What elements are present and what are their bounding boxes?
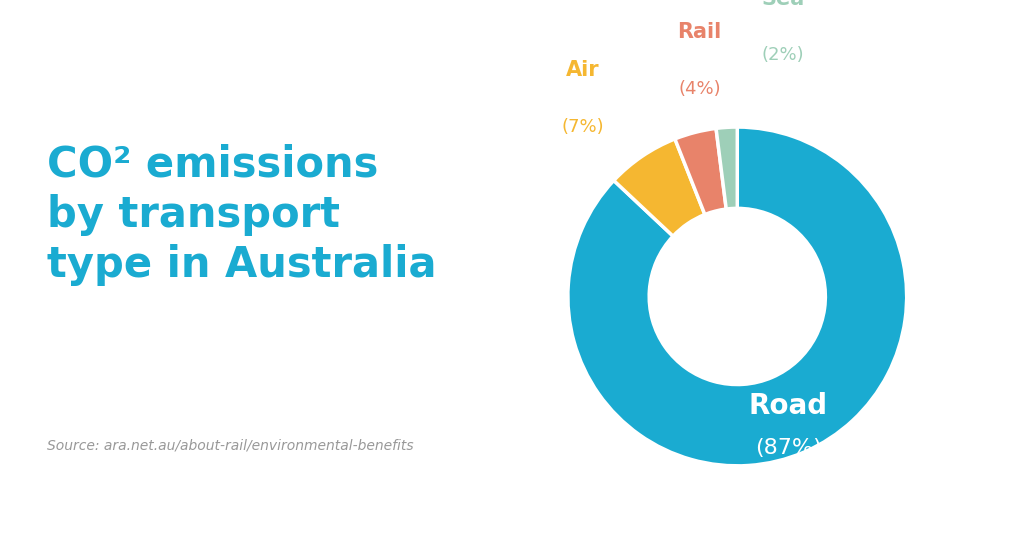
Wedge shape [613,139,705,236]
Text: (2%): (2%) [762,46,804,64]
Wedge shape [675,128,726,215]
Text: CO² emissions
by transport
type in Australia: CO² emissions by transport type in Austr… [47,143,436,286]
Text: (87%): (87%) [755,439,822,459]
Text: (7%): (7%) [562,118,604,136]
Wedge shape [716,127,737,209]
Text: Road: Road [749,392,828,420]
Text: (4%): (4%) [678,80,721,98]
Text: Source: ara.net.au/about-rail/environmental-benefits: Source: ara.net.au/about-rail/environmen… [47,439,414,453]
Circle shape [649,208,825,384]
Text: Air: Air [566,61,600,81]
Text: Rail: Rail [677,23,722,42]
Wedge shape [568,127,906,466]
Text: Sea: Sea [761,0,805,9]
